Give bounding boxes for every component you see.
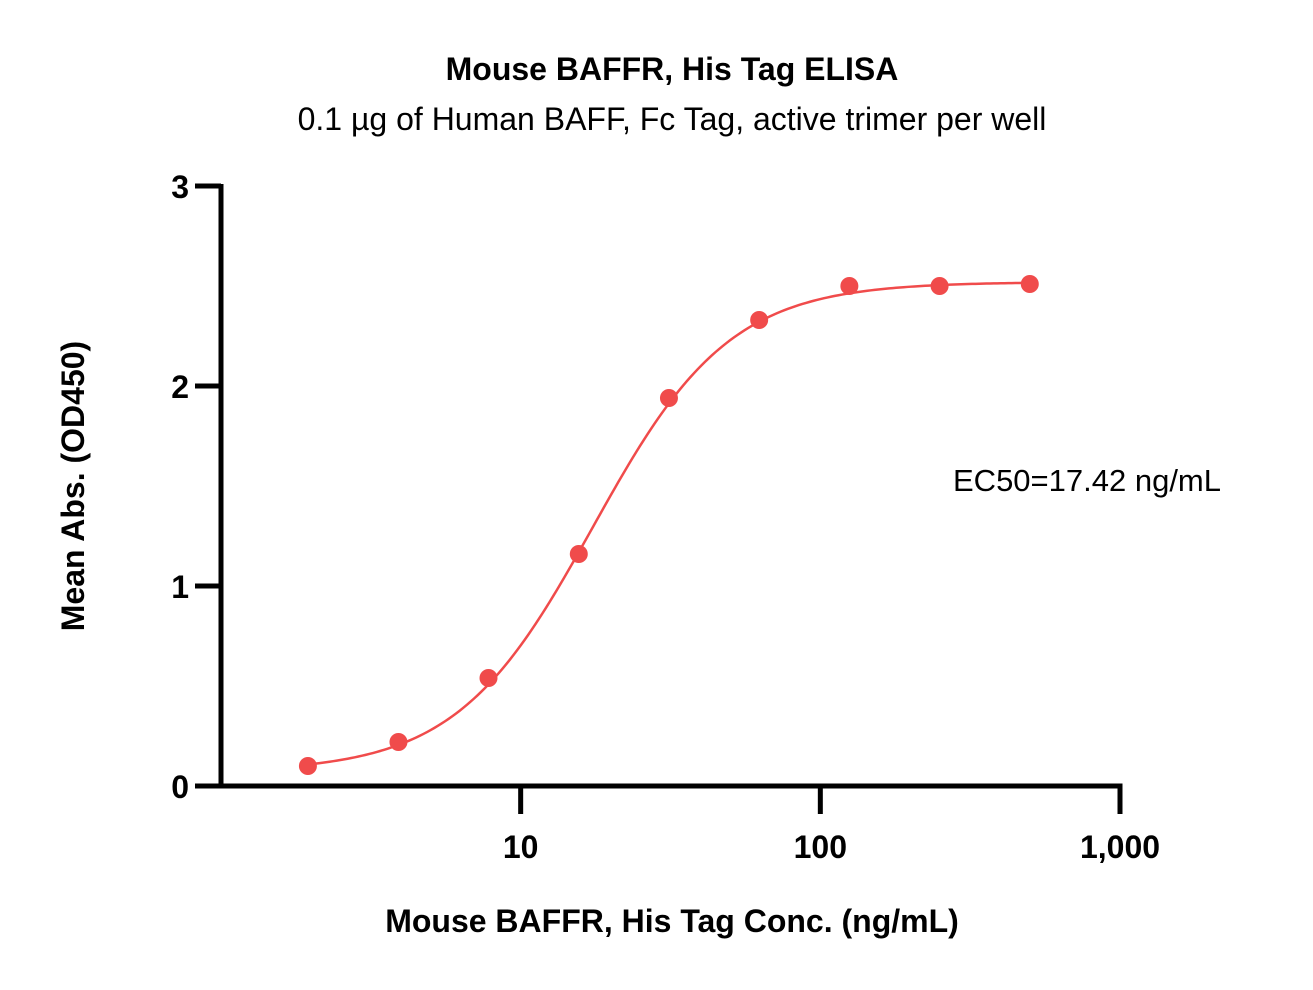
y-tick-label: 0 [171, 769, 189, 805]
x-tick-label: 10 [503, 829, 539, 865]
data-point [479, 669, 498, 687]
y-tick-label: 1 [171, 569, 189, 605]
data-point [840, 277, 859, 295]
data-point [298, 757, 317, 775]
y-tick-label: 2 [171, 369, 189, 405]
data-point [750, 311, 769, 329]
data-point [1020, 275, 1039, 293]
data-point [930, 277, 949, 295]
x-ticks: 10 100 1,000 [503, 786, 1160, 865]
y-ticks: 0 1 2 3 [171, 169, 221, 805]
y-axis-title: Mean Abs. (OD450) [55, 341, 91, 631]
fit-curve-group [307, 281, 1030, 766]
chart-subtitle: 0.1 µg of Human BAFF, Fc Tag, active tri… [298, 101, 1047, 137]
data-points [298, 275, 1039, 775]
x-tick-label: 100 [794, 829, 847, 865]
data-point [569, 545, 588, 563]
fit-curve [307, 281, 1030, 766]
axes: 0 1 2 3 10 100 1,000 [171, 169, 1160, 865]
ec50-annotation: EC50=17.42 ng/mL [953, 463, 1221, 498]
data-point [659, 389, 678, 407]
data-point [389, 733, 408, 751]
y-tick-label: 3 [171, 169, 189, 205]
chart-title: Mouse BAFFR, His Tag ELISA [446, 51, 899, 87]
x-tick-label: 1,000 [1080, 829, 1160, 865]
x-axis-title: Mouse BAFFR, His Tag Conc. (ng/mL) [385, 903, 959, 939]
